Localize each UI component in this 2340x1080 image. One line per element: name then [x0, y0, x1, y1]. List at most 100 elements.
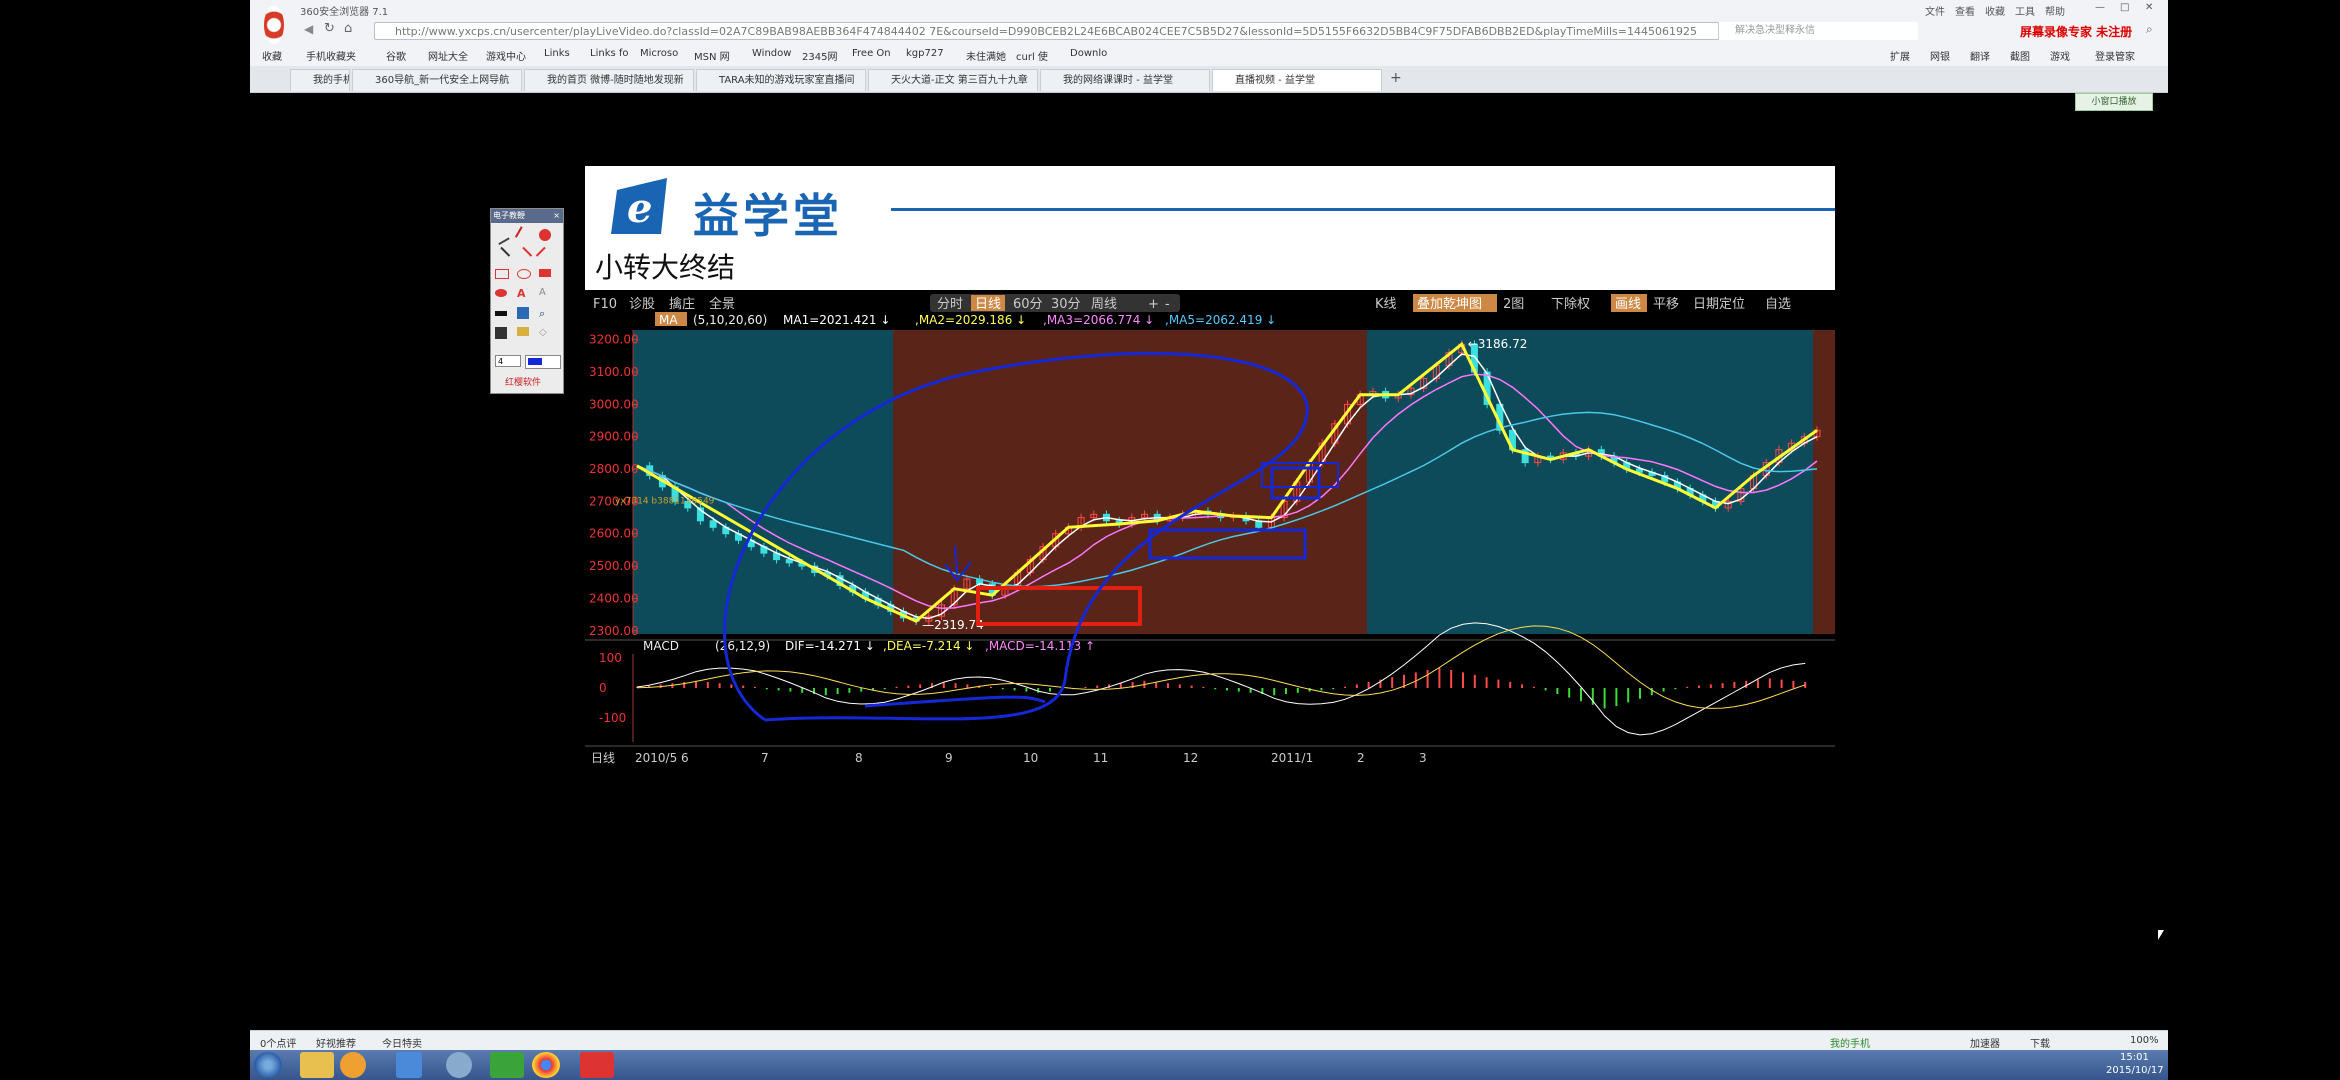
- plane-app-icon[interactable]: [396, 1052, 422, 1078]
- translate-menu[interactable]: 翻译: [1970, 52, 1990, 63]
- fav-item[interactable]: 谷歌: [386, 52, 406, 63]
- folder-icon[interactable]: [517, 327, 529, 336]
- media-player-icon[interactable]: [340, 1052, 366, 1078]
- tb-2charts[interactable]: 2图: [1503, 297, 1524, 312]
- fav-item[interactable]: curl 使: [1016, 52, 1048, 63]
- tb-capture[interactable]: 擒庄: [669, 296, 695, 312]
- red-line-icon[interactable]: [513, 246, 533, 266]
- fav-item[interactable]: Free On: [852, 48, 891, 59]
- minimize-icon[interactable]: —: [2095, 2, 2105, 13]
- games-menu[interactable]: 游戏: [2050, 52, 2070, 63]
- login-manager[interactable]: 登录管家: [2095, 52, 2135, 63]
- menu-help[interactable]: 帮助: [2045, 7, 2065, 18]
- fav-item[interactable]: 网址大全: [428, 52, 468, 63]
- status-zoom[interactable]: 100%: [2130, 1035, 2159, 1046]
- screenshot-menu[interactable]: 截图: [2010, 52, 2030, 63]
- rect-outline-icon[interactable]: [495, 269, 509, 279]
- fav-item[interactable]: Links fo: [590, 48, 629, 59]
- status-accelerator[interactable]: 加速器: [1970, 1039, 2000, 1050]
- back-icon[interactable]: ◀: [304, 22, 314, 36]
- fav-item[interactable]: Window: [752, 48, 792, 59]
- fav-item[interactable]: 游戏中心: [486, 52, 526, 63]
- tab-tara[interactable]: TARA未知的游戏玩家室直播间: [696, 69, 866, 91]
- rect-filled-icon[interactable]: [539, 269, 551, 277]
- clear-icon[interactable]: ◇: [539, 327, 547, 338]
- tab-novel[interactable]: 天火大道-正文 第三百九十九章: [868, 69, 1038, 91]
- line-icon[interactable]: [491, 246, 511, 266]
- home-icon[interactable]: ⌂: [344, 21, 353, 36]
- menu-favorites[interactable]: 收藏: [1985, 7, 2005, 18]
- fav-item[interactable]: 2345网: [802, 52, 838, 63]
- browser-360-icon[interactable]: [490, 1052, 524, 1078]
- zoom-in-button[interactable]: +: [1148, 297, 1159, 312]
- new-tab-button[interactable]: +: [1390, 70, 1402, 86]
- color-select[interactable]: [525, 355, 561, 369]
- pointer-toolbox[interactable]: 电子教鞭 × A A ⌕ ◇ 4 红樱软件: [490, 208, 564, 394]
- start-button-icon[interactable]: [254, 1052, 282, 1078]
- disc-app-icon[interactable]: [446, 1052, 472, 1078]
- menu-view[interactable]: 查看: [1955, 7, 1975, 18]
- video-player[interactable]: e 益学堂 小转大终结 F10 诊股 擒庄 全景 分时 日线 60分 30分 周…: [585, 166, 1871, 956]
- menu-file[interactable]: 文件: [1925, 7, 1945, 18]
- explorer-icon[interactable]: [300, 1052, 334, 1078]
- period-daily[interactable]: 日线: [975, 297, 1001, 312]
- fav-item[interactable]: MSN 网: [694, 52, 730, 63]
- tab-my-phone[interactable]: 我的手机: [290, 69, 350, 91]
- fav-item[interactable]: Links: [544, 48, 570, 59]
- status-download[interactable]: 下载: [2030, 1039, 2050, 1050]
- text-outline-icon[interactable]: A: [539, 287, 546, 298]
- fav-item[interactable]: Microso: [640, 48, 679, 59]
- stock-chart[interactable]: F10 诊股 擒庄 全景 分时 日线 60分 30分 周线 + - K线 叠加乾…: [585, 290, 1871, 956]
- screen-icon[interactable]: [517, 307, 529, 319]
- fav-item[interactable]: 未住满她: [966, 52, 1006, 63]
- menu-tools[interactable]: 工具: [2015, 7, 2035, 18]
- tb-watchlist[interactable]: 自选: [1765, 297, 1791, 312]
- text-tool-icon[interactable]: A: [517, 287, 526, 300]
- period-intraday[interactable]: 分时: [937, 297, 963, 312]
- tb-pan[interactable]: 平移: [1653, 297, 1679, 312]
- mini-window-button[interactable]: 小窗口播放: [2075, 93, 2153, 111]
- bank-menu[interactable]: 网银: [1930, 52, 1950, 63]
- chart-area[interactable]: F10 诊股 擒庄 全景 分时 日线 60分 30分 周线 + - K线 叠加乾…: [585, 290, 1871, 956]
- period-60[interactable]: 60分: [1013, 297, 1043, 312]
- tab-live-video[interactable]: 直播视频 - 益学堂: [1212, 69, 1382, 91]
- fav-item[interactable]: Downlo: [1070, 48, 1108, 59]
- tb-exright[interactable]: 下除权: [1551, 296, 1590, 312]
- highlighter-icon[interactable]: [539, 229, 551, 241]
- fav-item[interactable]: 收藏: [262, 52, 282, 63]
- tb-panorama[interactable]: 全景: [709, 296, 735, 312]
- pen-icon[interactable]: [514, 226, 534, 244]
- close-icon[interactable]: ✕: [2145, 2, 2154, 13]
- period-weekly[interactable]: 周线: [1091, 297, 1117, 312]
- status-recommend[interactable]: 好视推荐: [316, 1039, 356, 1050]
- status-phone[interactable]: 我的手机: [1830, 1039, 1870, 1050]
- zoom-icon[interactable]: ⌕: [539, 307, 546, 320]
- arrow-line-icon[interactable]: [535, 246, 555, 266]
- search-input[interactable]: 解决急决型释永信: [1718, 22, 1918, 40]
- maximize-icon[interactable]: □: [2120, 2, 2130, 13]
- tb-draw[interactable]: 画线: [1615, 297, 1641, 312]
- refresh-icon[interactable]: ↻: [324, 21, 335, 36]
- extension-menu[interactable]: 扩展: [1890, 52, 1910, 63]
- status-comments[interactable]: 0个点评: [260, 1039, 297, 1050]
- tab-my-courses[interactable]: 我的网络课课时 - 益学堂: [1040, 69, 1210, 91]
- search-icon[interactable]: ⌕: [2146, 22, 2153, 36]
- ellipse-filled-icon[interactable]: [495, 289, 507, 297]
- tab-360-nav[interactable]: 360导航_新一代安全上网导航: [352, 69, 522, 91]
- tab-weibo[interactable]: 我的首页 微博-随时随地发现新: [524, 69, 694, 91]
- toolbox-close-icon[interactable]: ×: [553, 211, 560, 220]
- status-deals[interactable]: 今日特卖: [382, 1039, 422, 1050]
- zoom-out-button[interactable]: -: [1165, 297, 1170, 312]
- ma-badge[interactable]: [655, 312, 687, 326]
- fav-item[interactable]: 手机收藏夹: [306, 52, 356, 63]
- width-select[interactable]: 4: [495, 355, 521, 367]
- chrome-icon[interactable]: [532, 1052, 560, 1078]
- black-bar-icon[interactable]: [495, 311, 507, 316]
- tb-overlay[interactable]: 叠加乾坤图: [1417, 297, 1482, 312]
- address-bar[interactable]: http://www.yxcps.cn/usercenter/playLiveV…: [374, 22, 1914, 40]
- tb-kline[interactable]: K线: [1375, 297, 1397, 312]
- tb-date-locate[interactable]: 日期定位: [1693, 297, 1745, 312]
- eraser-icon[interactable]: [492, 226, 510, 246]
- fav-item[interactable]: kgp727: [906, 48, 944, 59]
- tb-diagnose[interactable]: 诊股: [629, 297, 655, 312]
